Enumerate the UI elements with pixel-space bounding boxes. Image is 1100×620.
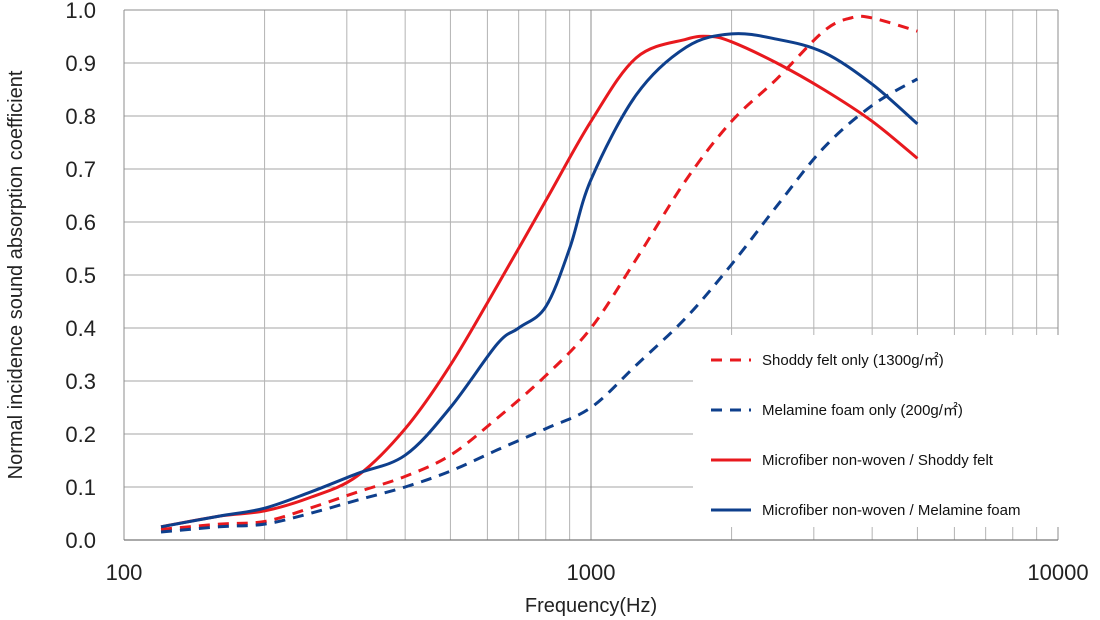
series-line-2 [160, 77, 919, 534]
legend-label: Microfiber non-woven / Shoddy felt [762, 452, 994, 469]
legend-box [693, 335, 1063, 527]
y-tick-label: 0.5 [65, 263, 96, 288]
x-tick-label: 10000 [1027, 560, 1088, 585]
y-tick-label: 0.3 [65, 369, 96, 394]
y-tick-label: 1.0 [65, 0, 96, 23]
y-tick-label: 0.4 [65, 316, 96, 341]
y-tick-label: 0.6 [65, 210, 96, 235]
y-axis-title: Normal incidence sound absorption coeffi… [5, 70, 27, 479]
x-tick-label: 1000 [567, 560, 616, 585]
series-lines [160, 14, 919, 534]
series-line-4 [160, 32, 919, 529]
x-axis-title: Frequency(Hz) [525, 595, 657, 617]
series-line-3 [160, 34, 919, 529]
y-tick-label: 0.7 [65, 157, 96, 182]
legend-label: Microfiber non-woven / Melamine foam [762, 502, 1020, 519]
legend: Shoddy felt only (1300g/㎡) Melamine foam … [693, 335, 1063, 527]
legend-label: Melamine foam only (200g/㎡) [762, 402, 963, 419]
y-tick-label: 0.8 [65, 104, 96, 129]
legend-label: Shoddy felt only (1300g/㎡) [762, 352, 944, 369]
x-tick-label: 100 [106, 560, 143, 585]
y-tick-label: 0.0 [65, 528, 96, 553]
y-tick-label: 0.1 [65, 475, 96, 500]
y-tick-label: 0.2 [65, 422, 96, 447]
series-line-1 [160, 14, 918, 531]
tick-labels: 0.0 0.1 0.2 0.3 0.4 0.5 0.6 0.7 0.8 0.9 1.0 100 1000… [65, 0, 1088, 585]
y-tick-label: 0.9 [65, 51, 96, 76]
